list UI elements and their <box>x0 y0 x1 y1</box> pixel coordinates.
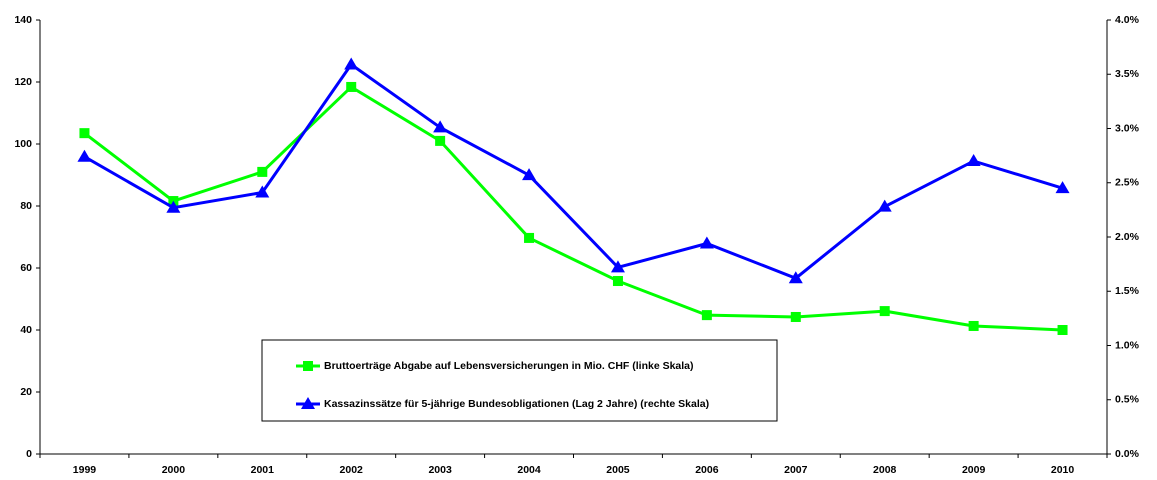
x-tick-label: 2007 <box>784 464 808 476</box>
data-point <box>524 232 535 243</box>
x-tick-label: 1999 <box>73 464 97 476</box>
x-tick-label: 2004 <box>517 464 541 476</box>
legend-box <box>261 339 778 422</box>
legend-label: Kassazinssätze für 5-jährige Bundesoblig… <box>324 398 709 410</box>
data-point <box>344 57 359 70</box>
y2-tick-label: 4.0% <box>1115 14 1140 26</box>
y-tick-label: 0 <box>26 448 32 460</box>
data-point <box>879 306 890 317</box>
x-tick-label: 2008 <box>873 464 897 476</box>
data-point <box>1055 181 1070 194</box>
data-line <box>83 85 1063 332</box>
y-tick-label: 60 <box>20 262 32 274</box>
data-point <box>77 149 92 162</box>
data-point <box>522 168 537 181</box>
data-point <box>612 276 623 287</box>
data-point <box>966 154 981 167</box>
data-point <box>435 135 446 146</box>
data-point <box>346 81 357 92</box>
y-tick-label: 120 <box>14 76 32 88</box>
data-point <box>877 199 892 212</box>
legend-label: Bruttoerträge Abgabe auf Lebensversicher… <box>324 360 694 372</box>
data-point <box>257 166 268 177</box>
data-line <box>83 62 1063 280</box>
data-point <box>788 271 803 284</box>
x-tick-label: 2001 <box>251 464 275 476</box>
y2-tick-label: 3.0% <box>1115 122 1140 134</box>
legend-marker <box>303 361 313 371</box>
y2-tick-label: 0.5% <box>1115 394 1140 406</box>
y-tick-label: 20 <box>20 386 32 398</box>
y-tick-label: 100 <box>14 138 32 150</box>
x-tick-label: 2000 <box>162 464 186 476</box>
data-point <box>699 236 714 249</box>
x-tick-label: 2005 <box>606 464 630 476</box>
y-tick-label: 40 <box>20 324 32 336</box>
legend-marker <box>301 397 315 409</box>
x-tick-label: 2010 <box>1051 464 1075 476</box>
data-point <box>79 128 90 139</box>
y-tick-label: 80 <box>20 200 32 212</box>
data-point <box>610 260 625 273</box>
x-tick-label: 2009 <box>962 464 986 476</box>
data-point <box>433 120 448 133</box>
y2-tick-label: 2.5% <box>1115 177 1140 189</box>
y2-tick-label: 2.0% <box>1115 231 1140 243</box>
data-point <box>1057 325 1068 335</box>
data-point <box>701 310 712 321</box>
y2-tick-label: 1.0% <box>1115 339 1140 351</box>
y2-tick-label: 3.5% <box>1115 68 1140 80</box>
data-point <box>255 185 270 198</box>
data-point <box>166 200 181 213</box>
x-tick-label: 2006 <box>695 464 719 476</box>
x-tick-label: 2003 <box>428 464 452 476</box>
y2-tick-label: 0.0% <box>1115 448 1140 460</box>
y2-tick-label: 1.5% <box>1115 285 1140 297</box>
data-point <box>790 311 801 322</box>
data-point <box>968 320 979 331</box>
y-tick-label: 140 <box>14 14 32 26</box>
x-tick-label: 2002 <box>340 464 364 476</box>
